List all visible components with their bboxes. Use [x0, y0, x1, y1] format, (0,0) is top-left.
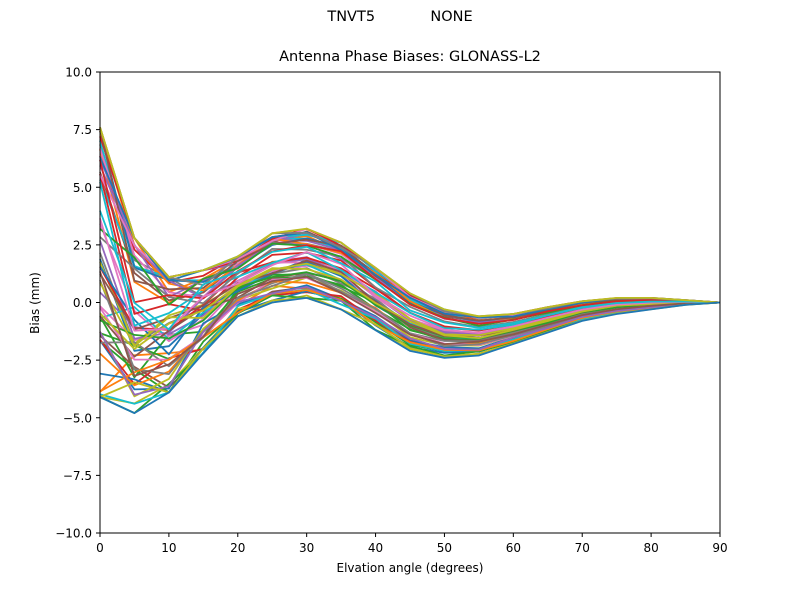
bias-curve: [99, 285, 721, 396]
y-tick-label: 7.5: [73, 123, 92, 137]
x-axis-label: Elvation angle (degrees): [336, 561, 484, 575]
bias-curve: [99, 127, 721, 320]
y-tick-label: 10.0: [65, 66, 92, 80]
x-tick-label: 30: [299, 541, 314, 555]
x-tick-label: 10: [161, 541, 176, 555]
y-tick-label: −10.0: [55, 527, 92, 541]
x-axis-ticks: 0 10 20 30 40 50 60 70 80 90: [96, 533, 728, 555]
x-tick-label: 20: [230, 541, 245, 555]
bias-curve: [99, 159, 721, 325]
antenna-radome: NONE: [430, 9, 473, 25]
x-tick-label: 80: [643, 541, 658, 555]
y-tick-label: −7.5: [63, 469, 92, 483]
y-tick-label: 2.5: [73, 238, 92, 252]
chart-title: Antenna Phase Biases: GLONASS-L2: [279, 49, 541, 65]
bias-curve: [99, 271, 721, 377]
data-lines: [99, 127, 721, 415]
x-tick-label: 90: [712, 541, 727, 555]
y-tick-label: −2.5: [63, 354, 92, 368]
bias-curve: [99, 210, 721, 331]
x-tick-label: 0: [96, 541, 104, 555]
y-axis-ticks: 10.0 7.5 5.0 2.5 0.0 −2.5 −5.0 −7.5 −10.0: [55, 66, 100, 541]
lower-envelope-curve: [99, 296, 721, 415]
x-tick-label: 60: [506, 541, 521, 555]
bias-curve: [99, 218, 721, 335]
y-tick-label: 5.0: [73, 181, 92, 195]
bias-curve: [99, 267, 721, 350]
station-name: TNVT5: [327, 9, 376, 25]
y-tick-label: 0.0: [73, 296, 92, 310]
x-tick-label: 50: [437, 541, 452, 555]
y-tick-label: −5.0: [63, 411, 92, 425]
x-tick-label: 40: [368, 541, 383, 555]
x-tick-label: 70: [575, 541, 590, 555]
figure-suptitle: TNVT5 NONE: [0, 9, 800, 25]
upper-envelope-curve: [99, 127, 721, 318]
